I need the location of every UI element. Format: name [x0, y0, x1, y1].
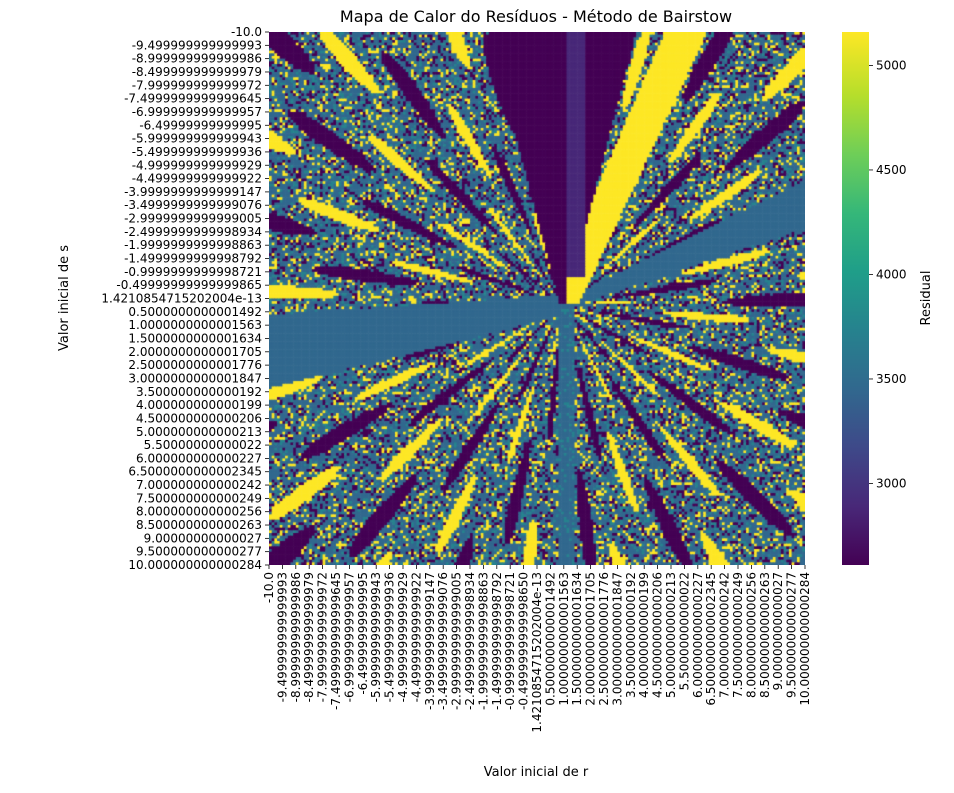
x-axis-label: Valor inicial de r	[484, 765, 589, 780]
colorbar-tick-label: 3000	[876, 476, 907, 490]
y-tick-label: -7.999999999999972	[132, 78, 262, 92]
x-tick-label: -10.0	[262, 572, 276, 603]
x-tick-label: 5.50000000000022	[677, 572, 691, 690]
y-tick-label: -10.0	[231, 25, 262, 39]
y-tick-label: 5.000000000000213	[136, 425, 262, 439]
x-tick-label: 2.5000000000001776	[597, 572, 611, 706]
x-tick-label: -5.999999999999943	[369, 572, 383, 702]
x-tick-label: 4.000000000000199	[637, 572, 651, 698]
x-tick-label: -2.9999999999999005	[450, 572, 464, 710]
x-tick-label: 9.500000000000277	[785, 572, 799, 698]
x-tick-label: -4.999999999999929	[396, 572, 410, 702]
x-tick-label: -1.4999999999998792	[490, 572, 504, 710]
x-tick-label: 2.0000000000001705	[584, 572, 598, 706]
x-tick-label: -0.4999999999998650	[517, 572, 531, 710]
y-tick-label: 0.5000000000001492	[128, 305, 262, 319]
x-tick-label: -2.4999999999998934	[463, 572, 477, 710]
x-tick-label: 1.4210854715202004e-13	[530, 572, 544, 733]
y-tick-label: 2.5000000000001776	[128, 358, 262, 372]
y-axis-ticks: -10.0-9.499999999999993-8.99999999999998…	[101, 25, 269, 572]
y-tick-label: -2.9999999999999005	[124, 212, 262, 226]
y-tick-label: 4.000000000000199	[136, 398, 262, 412]
x-tick-label: 8.500000000000263	[758, 572, 772, 698]
x-tick-label: 7.500000000000249	[731, 572, 745, 698]
y-tick-label: 2.0000000000001705	[128, 345, 262, 359]
y-tick-label: -0.49999999999999865	[116, 278, 262, 292]
y-tick-label: 6.5000000000002345	[128, 465, 262, 479]
y-tick-label: 7.500000000000249	[136, 491, 262, 505]
x-tick-label: 1.0000000000001563	[557, 572, 571, 706]
y-tick-label: -8.499999999999979	[132, 65, 262, 79]
x-tick-label: 6.000000000000227	[691, 572, 705, 698]
x-tick-label: -8.499999999999979	[302, 572, 316, 702]
x-tick-label: -3.9999999999999147	[423, 572, 437, 710]
y-tick-label: -3.4999999999999076	[124, 198, 262, 212]
y-tick-label: 3.500000000000192	[136, 385, 262, 399]
y-tick-label: 1.4210854715202004e-13	[101, 292, 262, 306]
y-tick-label: 9.500000000000277	[136, 545, 262, 559]
y-tick-label: -1.4999999999998792	[124, 252, 262, 266]
heatmap-area	[269, 32, 805, 565]
x-tick-label: -7.4999999999999645	[329, 572, 343, 710]
colorbar-tick-label: 4000	[876, 267, 907, 281]
x-tick-label: -4.499999999999922	[409, 572, 423, 702]
y-axis-label: Valor inicial de s	[57, 245, 72, 351]
y-tick-label: -8.999999999999986	[132, 52, 262, 66]
colorbar-tick-label: 3500	[876, 372, 907, 386]
x-tick-label: -9.499999999999993	[275, 572, 289, 702]
y-tick-label: -5.999999999999943	[132, 132, 262, 146]
x-tick-label: -6.49999999999995	[356, 572, 370, 695]
x-tick-label: 6.5000000000002345	[704, 572, 718, 706]
colorbar-tick-label: 4500	[876, 163, 907, 177]
y-tick-label: -4.999999999999929	[132, 158, 262, 172]
chart-title: Mapa de Calor do Resíduos - Método de Ba…	[340, 7, 732, 26]
y-tick-label: 1.0000000000001563	[128, 318, 262, 332]
x-tick-label: -7.999999999999972	[316, 572, 330, 702]
y-tick-label: 6.000000000000227	[136, 451, 262, 465]
x-tick-label: 4.500000000000206	[651, 572, 665, 698]
y-tick-label: -4.499999999999922	[132, 172, 262, 186]
x-tick-label: 7.000000000000242	[718, 572, 732, 698]
y-tick-label: 8.000000000000256	[136, 505, 262, 519]
y-tick-label: -2.4999999999998934	[124, 225, 262, 239]
x-tick-label: 5.000000000000213	[664, 572, 678, 698]
x-tick-label: 9.00000000000027	[771, 572, 785, 690]
y-tick-label: -5.499999999999936	[132, 145, 262, 159]
colorbar-tick-label: 5000	[876, 58, 907, 72]
y-tick-label: -6.999999999999957	[132, 105, 262, 119]
x-tick-label: -8.999999999999986	[289, 572, 303, 702]
x-tick-label: -6.999999999999957	[342, 572, 356, 702]
y-tick-label: 10.000000000000284	[128, 558, 262, 572]
x-axis-ticks: -10.0 -9.499999999999993 -8.99999999999998…	[262, 565, 812, 733]
y-tick-label: 5.50000000000022	[144, 438, 262, 452]
x-tick-label: -5.499999999999936	[383, 572, 397, 702]
colorbar-ticks: 3000 3500 4000 4500 5000	[869, 58, 907, 490]
x-tick-label: -0.9999999999998721	[503, 572, 517, 710]
y-tick-label: -9.499999999999993	[132, 38, 262, 52]
y-tick-label: -1.9999999999998863	[124, 238, 262, 252]
x-tick-label: 10.000000000000284	[798, 572, 812, 706]
x-tick-label: 8.000000000000256	[744, 572, 758, 698]
x-tick-label: 0.5000000000001492	[543, 572, 557, 706]
y-tick-label: 4.500000000000206	[136, 411, 262, 425]
y-tick-label: 9.00000000000027	[144, 531, 262, 545]
y-tick-label: -6.49999999999995	[139, 118, 262, 132]
x-tick-label: 1.5000000000001634	[570, 572, 584, 706]
y-tick-label: -7.4999999999999645	[124, 92, 262, 106]
y-tick-label: -3.9999999999999147	[124, 185, 262, 199]
colorbar-label: Residual	[919, 271, 934, 326]
x-tick-label: 3.0000000000001847	[610, 572, 624, 706]
colorbar	[842, 32, 869, 565]
y-tick-label: -0.9999999999998721	[124, 265, 262, 279]
y-tick-label: 8.500000000000263	[136, 518, 262, 532]
x-tick-label: -3.4999999999999076	[436, 572, 450, 710]
y-tick-label: 7.000000000000242	[136, 478, 262, 492]
y-tick-label: 1.5000000000001634	[128, 331, 262, 345]
x-tick-label: 3.500000000000192	[624, 572, 638, 698]
x-tick-label: -1.9999999999998863	[476, 572, 490, 710]
y-tick-label: 3.0000000000001847	[128, 371, 262, 385]
